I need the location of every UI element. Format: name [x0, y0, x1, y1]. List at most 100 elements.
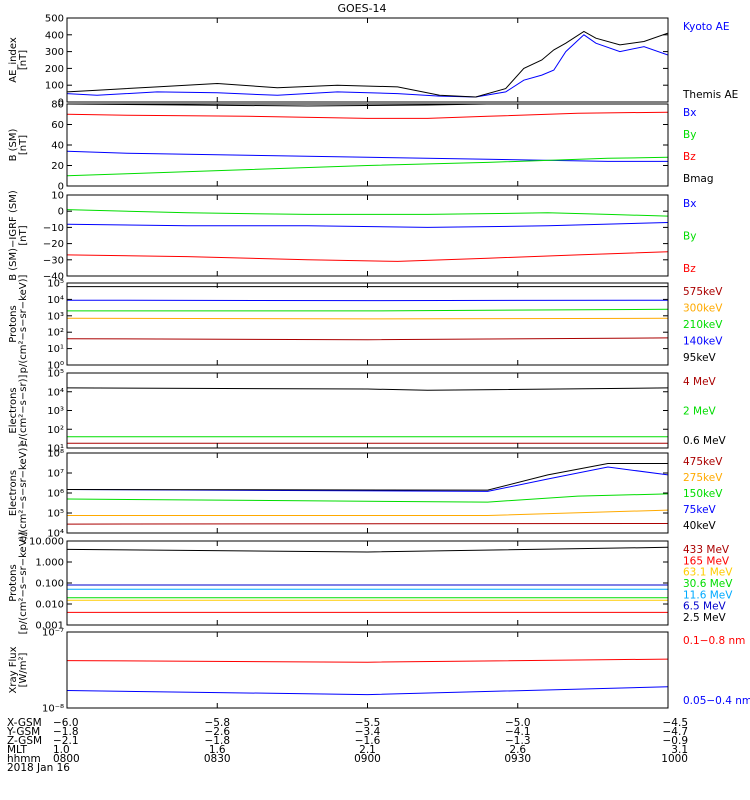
legend-label: 300keV: [683, 303, 723, 315]
y-axis-label: e/(cm²−s−sr)]: [18, 375, 29, 447]
y-tick-label: 10²: [47, 328, 64, 339]
panel-frame: [66, 631, 669, 709]
y-tick-label: 0.100: [35, 579, 64, 590]
y-tick-label: 10²: [47, 425, 64, 436]
legend-label: 6.5 MeV: [683, 601, 727, 613]
x-tick-label: −1.8: [205, 735, 231, 747]
x-tick-label: −5.0: [505, 717, 531, 729]
y-tick-label: 10³: [47, 311, 64, 322]
y-axis-label: [nT]: [18, 50, 29, 70]
y-tick-label: 10⁶: [47, 489, 64, 500]
legend-label: 575keV: [683, 286, 723, 298]
x-row-label: Z-GSM: [7, 735, 42, 747]
y-tick-label: 10⁴: [47, 295, 64, 306]
y-axis-label: AE_index: [8, 37, 19, 83]
y-axis-label: Protons: [8, 564, 19, 601]
y-tick-label: −40: [43, 272, 64, 283]
y-tick-label: 200: [45, 64, 64, 75]
legend-label: 11.6 MeV: [683, 589, 733, 601]
y-tick-label: 10⁸: [47, 449, 64, 460]
panel-6: 0.001 0.010 0.100 1.000 10.000 Protons [p/(cm²…: [8, 532, 733, 635]
x-tick-label: −0.9: [663, 735, 689, 747]
y-tick-label: 10¹: [47, 344, 64, 355]
y-tick-label: 0: [58, 207, 64, 218]
panel-3: 10⁰ 10¹ 10² 10³ 10⁴ 10⁵ Protons p/(cm²−s−sr−keV…: [8, 275, 723, 374]
series-line-1-1: [67, 156, 668, 177]
legend-label: Bx: [683, 107, 696, 119]
series-line-3-1: [67, 317, 668, 320]
series-line-5-1: [67, 509, 668, 516]
y-tick-label: 10⁷: [47, 469, 64, 480]
x-tick-label: −3.4: [355, 726, 381, 738]
y-tick-label: 10⁻⁷: [42, 628, 64, 639]
series-line-0-0: [67, 34, 668, 98]
series-line-3-2: [67, 308, 668, 312]
panel-5: 10⁴ 10⁵ 10⁶ 10⁷ 10⁸ Electrons e/(cm²−s−sr−keV)…: [8, 444, 723, 543]
y-tick-label: 40: [51, 141, 64, 152]
panel-2: −40 −30 −20 −10 0 10 B (SM)−IGRF (SM) [nT] Bx By B…: [8, 190, 696, 282]
series-line-7-0: [67, 658, 668, 663]
y-axis-label: [nT]: [18, 225, 29, 245]
legend-label: 433 MeV: [683, 544, 730, 556]
x-tick-label: −1.3: [505, 735, 531, 747]
legend-label: 0.6 MeV: [683, 435, 727, 447]
legend-label: 475keV: [683, 456, 723, 468]
y-tick-label: 0.001: [35, 621, 64, 632]
legend-label: 275keV: [683, 472, 723, 484]
series-line-5-0: [67, 523, 668, 525]
y-tick-label: 0: [58, 182, 64, 193]
series-line-7-1: [67, 686, 668, 696]
y-axis-label: Electrons: [8, 470, 19, 516]
y-tick-label: −20: [43, 239, 64, 250]
legend-label: Kyoto AE: [683, 21, 729, 33]
legend-label: 165 MeV: [683, 555, 730, 567]
legend-label: 40keV: [683, 520, 717, 532]
legend-label: 75keV: [683, 504, 717, 516]
x-tick-label: −6.0: [53, 717, 79, 729]
series-line-4-2: [67, 387, 668, 391]
x-tick-label: −2.6: [205, 726, 231, 738]
series-line-5-2: [67, 493, 668, 503]
y-tick-label: 500: [45, 14, 64, 25]
y-tick-label: −10: [43, 223, 64, 234]
y-tick-label: 300: [45, 47, 64, 58]
y-tick-label: 400: [45, 30, 64, 41]
y-tick-label: 10⁰: [47, 361, 64, 372]
series-line-1-0: [67, 150, 668, 162]
panel-frame: [66, 103, 669, 187]
y-axis-label: e/(cm²−s−sr−keV)]: [18, 444, 29, 543]
x-tick-label: 0830: [204, 753, 231, 765]
y-tick-label: 10⁵: [47, 509, 64, 520]
series-line-6-6: [67, 546, 668, 553]
x-tick-label: −1.6: [355, 735, 381, 747]
series-line-2-2: [67, 251, 668, 262]
legend-label: 2 MeV: [683, 406, 717, 418]
y-tick-label: 100: [45, 81, 64, 92]
x-tick-label: 0930: [504, 753, 531, 765]
x-row-label: hhmm: [7, 753, 41, 765]
x-tick-label: 1000: [661, 753, 688, 765]
legend-label: Bx: [683, 198, 696, 210]
panel-frame: [66, 17, 669, 103]
y-tick-label: 10⁴: [47, 387, 64, 398]
legend-label: Themis AE: [682, 89, 738, 101]
x-tick-label: 2.6: [509, 744, 526, 756]
y-axis-label: B (SM): [8, 128, 19, 161]
legend-label: 210keV: [683, 319, 723, 331]
date-label: 2018 Jan 16: [7, 762, 70, 774]
series-line-0-1: [67, 30, 668, 98]
x-tick-label: 3.1: [671, 744, 688, 756]
legend-label: 0.05−0.4 nm: [683, 695, 750, 707]
legend-label: 140keV: [683, 336, 723, 348]
y-axis-label: [W/m²]: [18, 652, 29, 687]
legend-label: Bz: [683, 151, 696, 163]
x-tick-label: −5.5: [355, 717, 381, 729]
legend-label: 30.6 MeV: [683, 578, 733, 590]
y-tick-label: 60: [51, 120, 64, 131]
legend-label: Bmag: [683, 173, 714, 185]
x-row-label: MLT: [7, 744, 27, 756]
y-axis-label: Xray Flux: [8, 646, 19, 693]
x-row-label: X-GSM: [7, 717, 42, 729]
y-axis-label: Protons: [8, 305, 19, 342]
